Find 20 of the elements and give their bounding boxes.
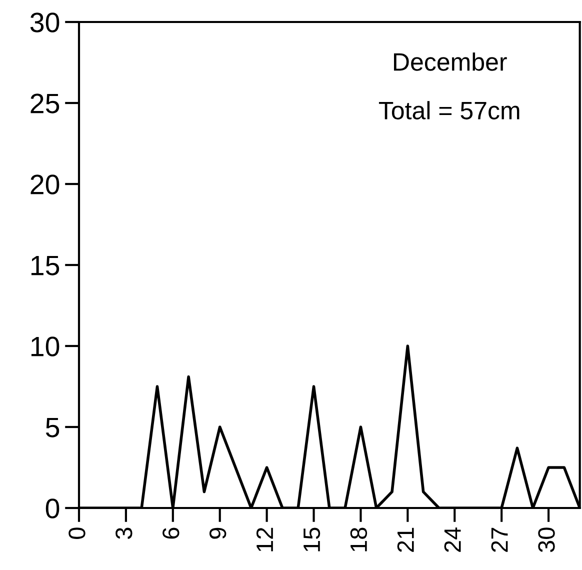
x-tick-label: 27 [491, 528, 508, 552]
y-tick-label: 25 [30, 94, 60, 114]
x-tick-label: 18 [350, 528, 368, 552]
x-tick-label: 12 [256, 528, 273, 552]
x-tick-label: 15 [304, 528, 320, 552]
x-tick-label: 30 [538, 528, 555, 552]
y-tick-label: 30 [30, 12, 60, 32]
x-tick-label: 3 [116, 528, 132, 539]
y-tick-label: 20 [30, 174, 60, 194]
y-tick-label: 10 [31, 336, 60, 356]
y-tick-label: 5 [46, 418, 60, 438]
y-tick-label: 15 [31, 256, 60, 276]
x-tick-label: 6 [162, 528, 180, 539]
annotation: December [394, 52, 507, 71]
x-tick-label: 0 [68, 528, 86, 539]
x-tick-label: 24 [444, 527, 461, 552]
x-tick-label: 21 [397, 528, 414, 552]
x-tick-label: 9 [209, 528, 226, 539]
annotation: Total = 57cm [378, 101, 520, 120]
y-tick-label: 0 [46, 498, 60, 518]
